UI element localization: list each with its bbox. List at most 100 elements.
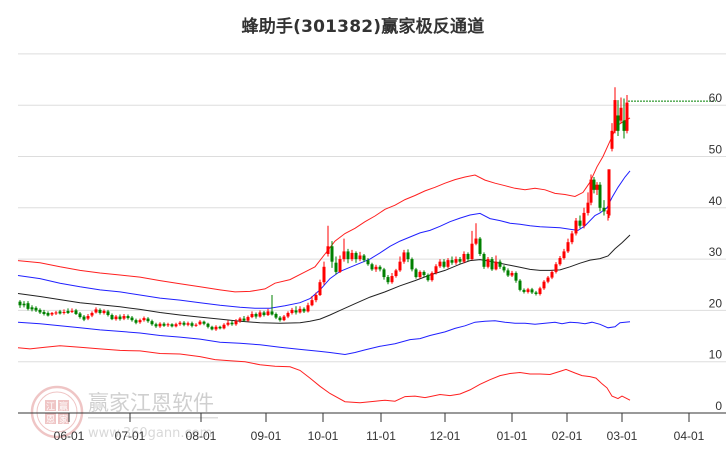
- candle: [42, 309, 46, 316]
- candle: [26, 301, 30, 311]
- candle: [130, 316, 134, 322]
- x-tick-label: 02-01: [552, 429, 583, 443]
- candlesticks: [18, 87, 629, 331]
- candle: [230, 320, 234, 326]
- candle: [450, 256, 454, 265]
- candle: [22, 301, 26, 308]
- candle: [154, 322, 158, 328]
- y-tick-label: 0: [715, 399, 722, 413]
- candle: [302, 307, 306, 313]
- watermark-brand: 赢家江恩软件: [88, 391, 214, 415]
- candle: [534, 290, 538, 296]
- candle: [486, 257, 490, 269]
- candle: [562, 248, 566, 260]
- candle: [318, 279, 322, 297]
- candle: [466, 252, 470, 262]
- candle: [306, 302, 310, 313]
- candle: [74, 308, 78, 316]
- candle: [382, 267, 386, 280]
- candle: [592, 177, 596, 194]
- candle: [338, 255, 342, 273]
- candle: [122, 313, 126, 321]
- watermark: 江 赢 恩 家 赢家江恩软件 www.360gann.com: [30, 385, 218, 441]
- candle: [274, 312, 278, 320]
- candle: [370, 262, 374, 271]
- candle: [622, 98, 626, 139]
- candle: [138, 318, 142, 324]
- chart-title: 蜂助手(301382)赢家极反通道: [241, 17, 485, 37]
- candle: [206, 322, 210, 329]
- x-tick-label: 03-01: [607, 429, 638, 443]
- candle: [54, 310, 58, 316]
- candle: [178, 321, 182, 326]
- candle: [602, 200, 606, 216]
- seal-char: 赢: [59, 401, 68, 413]
- candle: [62, 309, 66, 315]
- candle: [586, 192, 590, 216]
- candle: [522, 288, 526, 294]
- candle: [394, 268, 398, 278]
- candle: [454, 256, 458, 265]
- x-tick-label: 10-01: [308, 429, 339, 443]
- y-tick-label: 40: [709, 194, 723, 208]
- candle: [194, 323, 198, 327]
- candle: [474, 223, 478, 246]
- candle: [242, 316, 246, 322]
- candle: [114, 315, 118, 321]
- y-tick-label: 20: [709, 296, 723, 310]
- candle: [619, 97, 623, 124]
- candle: [198, 320, 202, 326]
- candle: [78, 311, 82, 319]
- candle: [470, 230, 474, 261]
- candle: [434, 264, 438, 275]
- candle: [398, 256, 402, 272]
- candle: [446, 258, 450, 269]
- candle: [358, 251, 362, 262]
- x-tick-label: 01-01: [497, 429, 528, 443]
- candle: [226, 320, 230, 327]
- candle: [518, 279, 522, 292]
- candle: [510, 270, 514, 278]
- middle-line-line: [17, 234, 631, 324]
- candle: [366, 258, 370, 266]
- candle: [506, 268, 510, 278]
- candle: [258, 310, 262, 318]
- candle: [86, 313, 90, 321]
- seal-char: 家: [59, 414, 68, 426]
- candle: [58, 309, 62, 315]
- lower-outer-band-line: [17, 345, 631, 404]
- candle: [102, 309, 106, 315]
- candle: [595, 182, 599, 195]
- upper-inner-band-line: [17, 170, 631, 309]
- candle: [410, 257, 414, 272]
- candle: [66, 308, 70, 314]
- candle: [414, 267, 418, 279]
- candle: [234, 319, 238, 326]
- candle: [502, 265, 506, 273]
- candle: [530, 287, 534, 294]
- x-tick-label: 08-01: [186, 429, 217, 443]
- candle: [82, 315, 86, 322]
- candle: [390, 272, 394, 284]
- candle: [442, 259, 446, 269]
- seal-char: 江: [46, 402, 55, 413]
- candle: [322, 261, 326, 285]
- candle: [314, 292, 318, 303]
- gridlines: [18, 53, 726, 363]
- y-tick-label: 50: [709, 143, 723, 157]
- candle: [498, 259, 502, 269]
- candle: [490, 257, 494, 271]
- x-tick-label: 11-01: [366, 429, 396, 443]
- candle: [118, 314, 122, 321]
- candle: [142, 316, 146, 322]
- candle: [290, 307, 294, 315]
- candle: [570, 230, 574, 245]
- candle: [90, 311, 94, 318]
- candle: [278, 316, 282, 322]
- candle: [218, 325, 222, 330]
- candle: [386, 275, 390, 285]
- candle: [250, 311, 254, 319]
- candle: [514, 271, 518, 283]
- candle: [146, 317, 150, 323]
